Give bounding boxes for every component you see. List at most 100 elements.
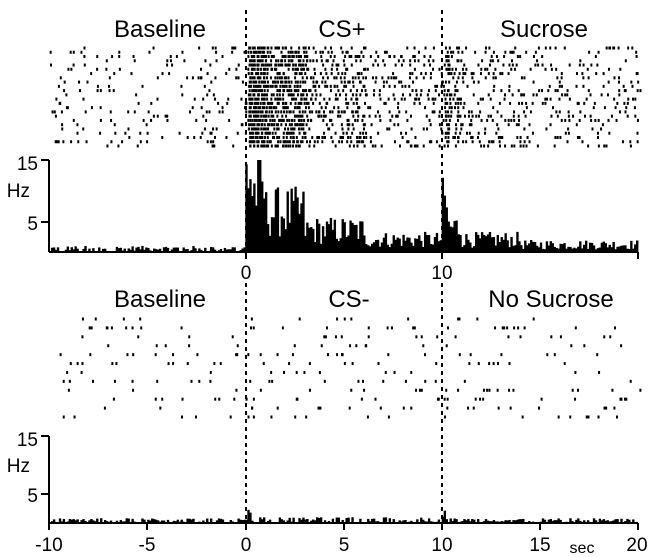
raster-spike	[209, 131, 212, 135]
raster-spike	[294, 415, 297, 419]
raster-spike	[447, 144, 450, 148]
raster-spike	[422, 76, 425, 80]
raster-spike	[265, 118, 268, 122]
raster-spike	[393, 123, 396, 127]
raster-spike	[296, 84, 299, 88]
raster-spike	[447, 89, 450, 93]
histogram-bar	[306, 519, 309, 523]
raster-spike	[323, 114, 326, 118]
raster-spike	[347, 118, 350, 122]
raster-spike	[61, 127, 64, 131]
raster-spike	[265, 144, 268, 148]
raster-spike	[152, 114, 155, 118]
raster-spike	[59, 101, 62, 105]
raster-spike	[550, 335, 553, 339]
raster-spike	[51, 110, 54, 114]
raster-spike	[322, 76, 325, 80]
histogram-bar	[528, 243, 531, 252]
raster-spike	[302, 89, 305, 93]
histogram-bar	[453, 221, 456, 252]
raster-spike	[495, 55, 498, 59]
histogram-bar	[600, 520, 604, 523]
histogram-bar	[261, 519, 264, 523]
raster-spike	[232, 46, 235, 50]
raster-spike	[343, 76, 346, 80]
raster-spike	[465, 67, 468, 71]
raster-spike	[276, 101, 279, 105]
raster-spike	[546, 97, 549, 101]
histogram-bar	[145, 247, 148, 252]
raster-spike	[277, 127, 280, 131]
raster-spike	[261, 118, 264, 122]
raster-spike	[255, 89, 258, 93]
raster-spike	[282, 97, 285, 101]
raster-spike	[519, 135, 522, 139]
raster-spike	[266, 63, 269, 67]
raster-spike	[269, 76, 272, 80]
raster-spike	[348, 406, 351, 410]
raster-spike	[83, 46, 86, 50]
raster-spike	[281, 46, 284, 50]
histogram-bar	[583, 244, 586, 252]
raster-spike	[409, 59, 412, 63]
raster-spike	[155, 344, 158, 348]
raster-spike	[585, 415, 588, 419]
raster-spike	[575, 84, 578, 88]
raster-spike	[62, 379, 65, 383]
histogram-bar	[127, 518, 130, 523]
raster-spike	[261, 106, 264, 110]
raster-spike	[290, 89, 293, 93]
raster-spike	[382, 84, 385, 88]
raster-spike	[446, 50, 449, 54]
histogram-bar	[392, 235, 395, 252]
histogram-bar	[300, 203, 303, 252]
raster-spike	[560, 118, 563, 122]
raster-spike	[218, 397, 221, 401]
raster-spike	[314, 50, 317, 54]
raster-spike	[312, 76, 315, 80]
histogram-bar	[155, 249, 158, 252]
top-period-label-sucrose: Sucrose	[500, 16, 588, 43]
raster-spike	[513, 118, 516, 122]
raster-spike	[266, 97, 269, 101]
histogram-bar	[571, 248, 574, 252]
histogram-bar	[319, 243, 323, 252]
raster-spike	[261, 131, 264, 135]
raster-spike	[284, 127, 287, 131]
raster-spike	[602, 72, 605, 76]
raster-spike	[121, 140, 124, 144]
histogram-bar	[319, 517, 323, 523]
raster-spike	[504, 118, 507, 122]
raster-spike	[301, 76, 304, 80]
raster-spike	[488, 46, 491, 50]
raster-spike	[458, 97, 461, 101]
raster-spike	[509, 101, 512, 105]
raster-spike	[249, 118, 252, 122]
raster-spike	[302, 46, 305, 50]
raster-spike	[172, 353, 175, 357]
raster-spike	[249, 80, 252, 84]
raster-spike	[181, 415, 184, 419]
raster-spike	[274, 63, 277, 67]
histogram-bar	[467, 239, 470, 252]
raster-spike	[249, 123, 252, 127]
raster-spike	[248, 59, 251, 63]
raster-spike	[336, 97, 339, 101]
raster-spike	[377, 362, 380, 366]
raster-spike	[308, 89, 311, 93]
raster-spike	[455, 80, 458, 84]
raster-spike	[285, 106, 288, 110]
raster-spike	[251, 97, 254, 101]
raster-spike	[310, 76, 313, 80]
raster-spike	[268, 63, 271, 67]
histogram-bar	[335, 238, 339, 252]
raster-spike	[90, 326, 93, 330]
raster-spike	[285, 110, 288, 114]
histogram-bar	[166, 247, 170, 252]
raster-spike	[54, 114, 57, 118]
raster-spike	[261, 110, 264, 114]
raster-spike	[333, 55, 336, 59]
raster-spike	[312, 80, 315, 84]
histogram-bar	[194, 248, 197, 252]
histogram-bar	[400, 245, 403, 252]
